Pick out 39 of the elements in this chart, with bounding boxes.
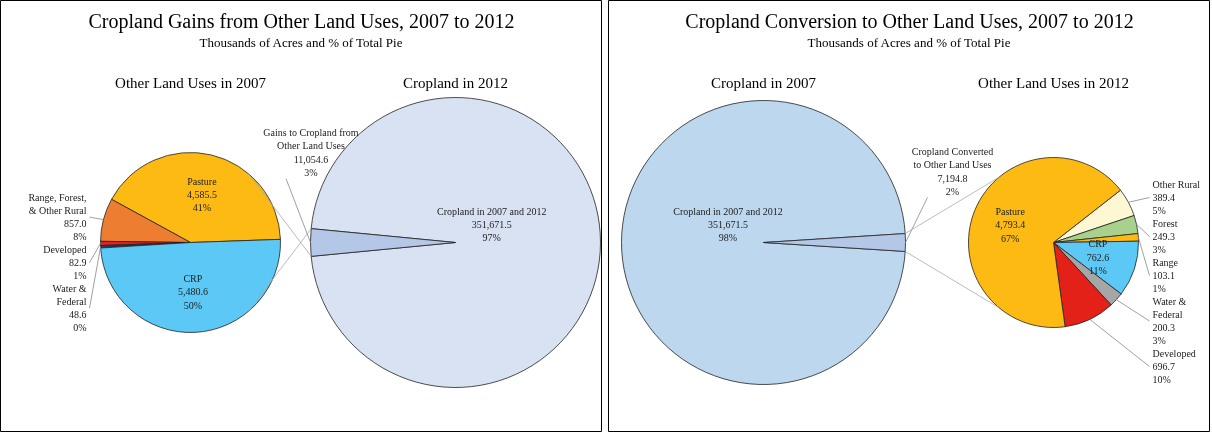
data-label: 11,054.6 3%: [293, 153, 329, 178]
data-label: 103.1 1%: [1152, 270, 1175, 295]
slice-label: Water & Federal: [1152, 295, 1187, 320]
chart-title: Other Land Uses in 2007: [115, 74, 267, 91]
slice-label: Other Rural: [1152, 178, 1201, 190]
slice-label: Cropland in 2007 and 2012: [673, 205, 783, 217]
text: Cropland Gains from Other Land Uses, 2007 to 2012: [88, 9, 515, 33]
slice-label: Forest: [1152, 217, 1178, 229]
slice-label: Pasture: [187, 175, 218, 187]
slice-label: Cropland in 2007 and 2012: [437, 205, 547, 217]
slice-label: Cropland Converted to Other Land Uses: [911, 146, 994, 171]
data-label: 48.6 0%: [69, 309, 87, 334]
slice-label: Developed: [43, 243, 87, 255]
slice-label: Developed: [1152, 347, 1196, 359]
data-label: 4,793.4 67%: [995, 219, 1026, 244]
data-label: 762.6 11%: [1086, 251, 1110, 276]
data-label: 82.9 1%: [69, 257, 87, 282]
slice-label: Gains to Cropland from Other Land Uses: [263, 127, 359, 152]
slice-label: Water & Federal: [52, 282, 87, 307]
data-label: 857.0 8%: [64, 218, 87, 243]
slice-label: Range: [1152, 256, 1179, 268]
text: Thousands of Acres and % of Total Pie: [807, 35, 1011, 50]
slice-label: Range, Forest, & Other Rural: [28, 191, 87, 216]
data-label: 4,585.5 41%: [186, 188, 217, 214]
chart-title: Cropland in 2007: [711, 74, 817, 91]
data-label: 389.4 5%: [1152, 192, 1175, 217]
data-label: 200.3 3%: [1152, 322, 1175, 347]
data-label: 351,671.5 98%: [708, 219, 748, 244]
text: Thousands of Acres and % of Total Pie: [199, 35, 403, 50]
text: Cropland Conversion to Other Land Uses, 2007 to 2012: [685, 9, 1134, 33]
data-label: 249.3 3%: [1152, 231, 1175, 256]
data-label: 5,480.6 50%: [177, 286, 208, 311]
data-label: 351,671.5 97%: [471, 219, 512, 244]
slice-label: Pasture: [995, 206, 1026, 218]
data-label: 7,194.8 2%: [937, 172, 968, 197]
chart-title: Other Land Uses in 2012: [978, 74, 1129, 91]
slice-label: CRP: [183, 273, 203, 285]
data-label: 696.7 10%: [1152, 361, 1175, 386]
chart-title: Cropland in 2012: [403, 74, 508, 91]
